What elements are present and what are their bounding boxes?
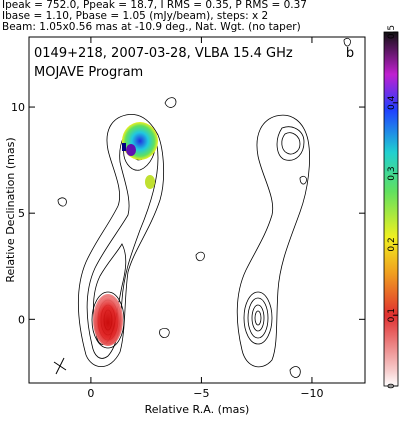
colorbar-tick-label: 0.5 <box>387 25 397 39</box>
colorbar-tick-label: 0.1 <box>387 308 397 322</box>
beam-marker <box>53 357 67 375</box>
right-core-contour-d <box>254 310 262 326</box>
header-line-2: Ibase = 1.10, Pbase = 1.05 (mJy/beam), s… <box>2 10 269 22</box>
left-small-contour-3 <box>195 251 205 262</box>
right-core-contour-a <box>243 291 273 345</box>
panel-label: b <box>346 46 354 61</box>
x-tick-label: 0 <box>87 387 94 400</box>
y-tick-label: 10 <box>11 101 25 114</box>
right-small-contour-3 <box>299 175 307 185</box>
left-pol-colour <box>93 122 158 346</box>
colorbar: 0 0.1 0.2 0.3 0.4 0.5 <box>383 25 399 389</box>
right-core-contour-b <box>247 297 269 339</box>
x-axis-ticks: 0 −5 −10 <box>87 37 324 400</box>
plot-title-line-1: 0149+218, 2007-03-28, VLBA 15.4 GHz <box>34 46 293 61</box>
knot-pol-edge <box>122 143 126 151</box>
header-line-3: Beam: 1.05x0.56 mas at -10.9 deg., Nat. … <box>2 21 301 33</box>
left-outer-contour <box>78 113 165 368</box>
colorbar-tick-label: 0.4 <box>387 95 397 110</box>
colorbar-tick-label: 0.2 <box>387 237 397 251</box>
right-small-contour-1 <box>289 366 301 378</box>
y-axis-ticks: 0 5 10 <box>11 101 365 326</box>
plot-title-line-2: MOJAVE Program <box>34 65 143 80</box>
plot-area: 0 −5 −10 0 5 10 <box>11 36 366 400</box>
x-tick-label: −10 <box>300 387 323 400</box>
left-small-contour-2 <box>57 197 67 207</box>
left-small-contour-4 <box>159 328 170 338</box>
x-tick-label: −5 <box>193 387 209 400</box>
header-line-1: Ipeak = 752.0, Ppeak = 18.7, I RMS = 0.3… <box>2 0 307 11</box>
knot-pol-peak <box>126 144 136 156</box>
colorbar-tick-label: 0.3 <box>387 166 397 180</box>
right-contour-3 <box>281 132 301 155</box>
x-axis-label: Relative R.A. (mas) <box>145 403 250 416</box>
y-tick-label: 0 <box>18 313 25 326</box>
y-tick-label: 5 <box>18 207 25 220</box>
right-map <box>236 37 351 378</box>
knot-pol-patch <box>122 122 158 160</box>
right-contour-2 <box>276 126 305 161</box>
right-small-contour-2 <box>343 37 351 47</box>
y-axis-label: Relative Declination (mas) <box>4 137 17 282</box>
colorbar-gradient <box>383 31 399 387</box>
right-core-contour-c <box>251 304 265 332</box>
core-pol-patch <box>93 294 123 346</box>
colorbar-ticks: 0 0.1 0.2 0.3 0.4 0.5 <box>387 25 398 389</box>
knot-pol-small <box>145 175 155 189</box>
left-core-contour-a <box>91 291 125 349</box>
right-outer-contour <box>236 114 310 368</box>
plot-frame <box>28 36 366 384</box>
colorbar-tick-label: 0 <box>387 383 397 389</box>
left-small-contour-1 <box>164 97 177 108</box>
